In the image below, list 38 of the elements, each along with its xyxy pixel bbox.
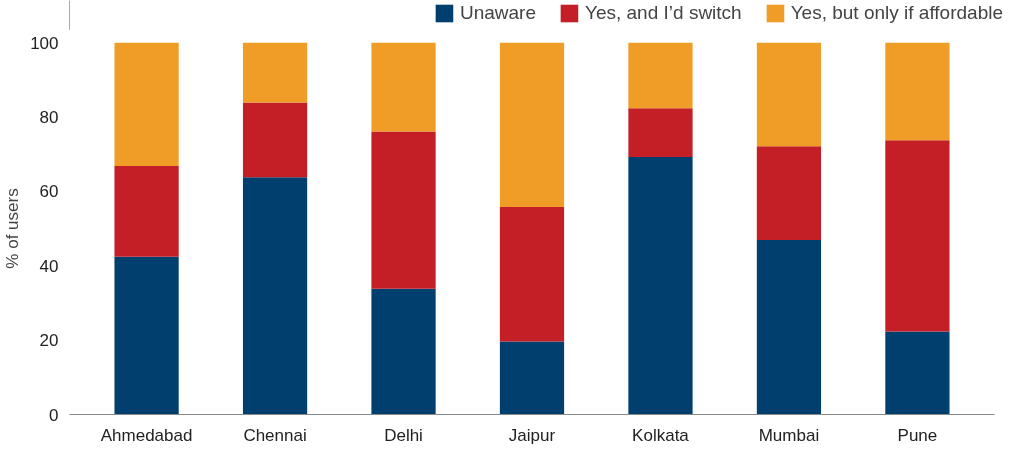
y-tick-label: 40	[39, 256, 59, 276]
bar	[499, 42, 565, 207]
x-tick-label: Mumbai	[758, 425, 820, 445]
bar	[628, 157, 693, 415]
bar	[885, 140, 950, 332]
bar	[114, 42, 179, 166]
bar	[756, 240, 822, 415]
x-tick-label: Ahmedabad	[100, 425, 193, 445]
bar	[628, 42, 693, 109]
bar	[242, 177, 308, 415]
y-tick-label: 0	[49, 405, 59, 425]
y-tick-label: 20	[39, 331, 59, 351]
bar	[499, 341, 565, 415]
bar	[756, 146, 822, 241]
legend-label: Unaware	[459, 2, 536, 24]
bar	[628, 108, 693, 158]
bar	[242, 42, 308, 103]
x-tick-label: Pune	[897, 425, 938, 445]
bar	[242, 102, 308, 178]
y-tick-label: 60	[39, 182, 59, 202]
bar	[114, 166, 179, 257]
bar	[885, 331, 950, 415]
y-tick-label: 80	[39, 107, 59, 127]
x-tick-label: Delhi	[384, 425, 423, 445]
legend-label: Yes, but only if affordable	[790, 2, 1003, 24]
x-tick-label: Jaipur	[508, 425, 556, 445]
bar	[371, 288, 436, 415]
legend-label: Yes, and I’d switch	[585, 2, 742, 24]
x-tick-label: Chennai	[243, 425, 307, 445]
bar	[114, 256, 179, 415]
x-tick-label: Kolkata	[632, 425, 690, 445]
y-axis-title: % of users	[3, 188, 23, 269]
bar	[371, 42, 436, 132]
bar	[756, 42, 822, 147]
bar	[885, 42, 950, 141]
bar	[499, 206, 565, 342]
y-tick-label: 100	[30, 33, 59, 53]
bar	[371, 131, 436, 289]
